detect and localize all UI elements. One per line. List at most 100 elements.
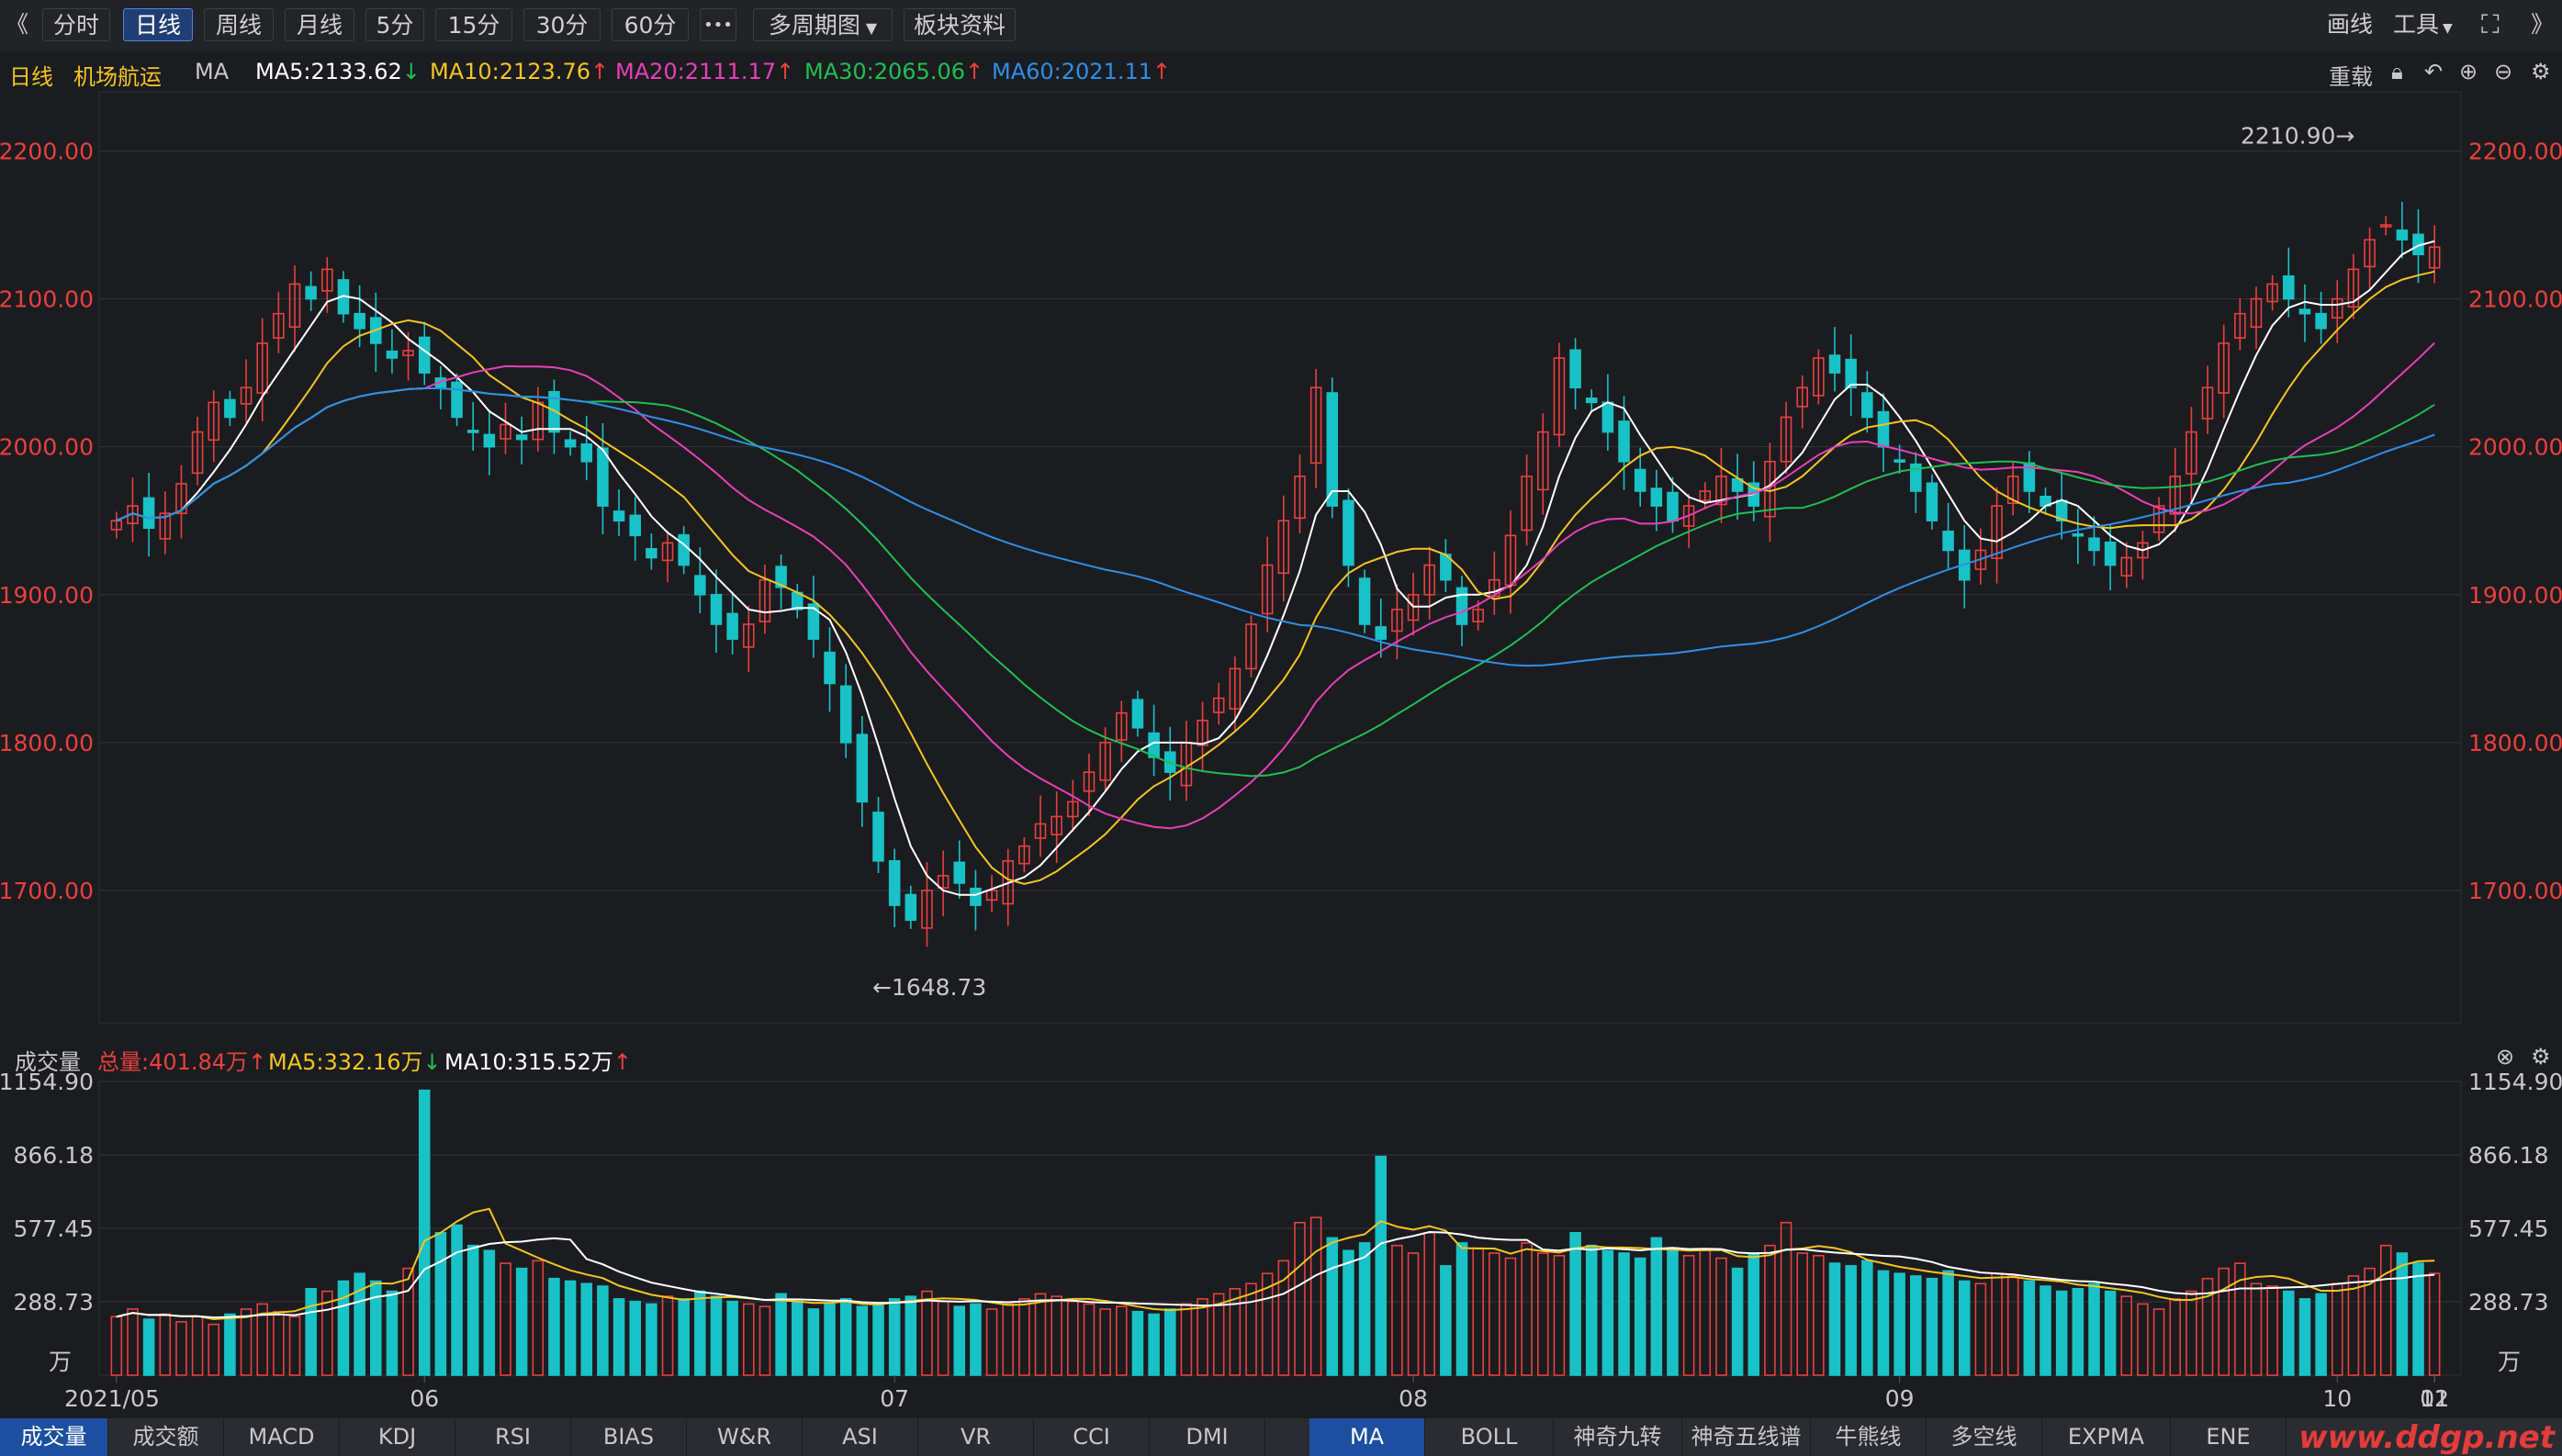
- indicator-tab-7[interactable]: ASI: [803, 1418, 918, 1456]
- volume-bar-up: [937, 1300, 950, 1376]
- overlay-tab-3[interactable]: 神奇五线谱: [1682, 1418, 1811, 1456]
- tab-daily[interactable]: 日线: [123, 8, 193, 41]
- candle-down: [2283, 274, 2295, 300]
- ma30-text: MA30:2065.06: [804, 59, 965, 84]
- reload-button[interactable]: 重载: [2329, 64, 2373, 90]
- tab-monthly[interactable]: 月线: [285, 8, 354, 41]
- fullscreen-icon[interactable]: ⛶: [2481, 9, 2500, 39]
- tab-weekly[interactable]: 周线: [204, 8, 274, 41]
- volume-bar-up: [500, 1262, 511, 1376]
- volume-bar-up: [1423, 1232, 1435, 1376]
- ma20-line: [116, 342, 2435, 830]
- collapse-right-icon[interactable]: 》: [2531, 11, 2555, 38]
- candle-down: [1634, 468, 1646, 492]
- tab-60min[interactable]: 60分: [612, 8, 689, 41]
- volume-bar-down: [1731, 1267, 1744, 1376]
- volume-bar-down: [2298, 1298, 2311, 1376]
- zoom-in-icon[interactable]: ⊕: [2459, 59, 2478, 84]
- tab-5min[interactable]: 5分: [365, 8, 424, 41]
- volume-bar-down: [354, 1272, 365, 1376]
- zoom-out-icon[interactable]: ⊖: [2494, 59, 2513, 84]
- volume-bar-up: [1261, 1272, 1274, 1376]
- candle-down: [1926, 482, 1938, 522]
- candle-down: [224, 398, 236, 419]
- volume-tick-label-right: 288.73: [2468, 1289, 2548, 1316]
- overlay-tab-1[interactable]: BOLL: [1425, 1418, 1554, 1456]
- undo-icon[interactable]: ↶: [2424, 59, 2444, 84]
- settings-icon[interactable]: ⚙: [2531, 1044, 2551, 1070]
- price-tick-label-left: 2000.00: [0, 434, 94, 461]
- indicator-tab-10[interactable]: DMI: [1150, 1418, 1265, 1456]
- more-icon[interactable]: •••: [700, 8, 736, 41]
- candle-down: [629, 514, 641, 537]
- volume-bar-down: [1375, 1155, 1388, 1376]
- volume-bar-up: [1521, 1242, 1533, 1376]
- candle-down: [694, 575, 706, 596]
- volume-bar-down: [1131, 1310, 1144, 1376]
- price-tick-label-right: 1700.00: [2468, 878, 2562, 904]
- volume-bar-up: [1391, 1244, 1403, 1376]
- candle-up: [1002, 859, 1015, 905]
- candle-up: [1974, 549, 1987, 570]
- overlay-tab-5[interactable]: 多空线: [1927, 1418, 2042, 1456]
- tab-15min[interactable]: 15分: [435, 8, 512, 41]
- indicator-tab-6[interactable]: W&R: [687, 1418, 803, 1456]
- volume-bar-up: [1309, 1216, 1322, 1376]
- candle-down: [1455, 587, 1468, 625]
- indicator-tab-8[interactable]: VR: [918, 1418, 1034, 1456]
- indicator-tab-0[interactable]: 成交量: [0, 1418, 108, 1456]
- arrow-up-icon: ↑: [776, 59, 795, 84]
- volume-ma5: MA5:332.16万↓: [268, 1044, 442, 1076]
- indicator-tab-3[interactable]: KDJ: [340, 1418, 455, 1456]
- overlay-tab-4[interactable]: 牛熊线: [1811, 1418, 1927, 1456]
- multi-period-dropdown[interactable]: 多周期图 ▼: [753, 8, 893, 41]
- collapse-left-icon[interactable]: 《: [6, 11, 29, 38]
- tab-30min[interactable]: 30分: [523, 8, 601, 41]
- date-label: 01: [2420, 1385, 2449, 1412]
- arrow-down-icon: ↓: [422, 1049, 442, 1075]
- candle-down: [1845, 358, 1857, 389]
- volume-bar-down: [1618, 1252, 1630, 1376]
- indicator-tab-4[interactable]: RSI: [455, 1418, 571, 1456]
- candle-up: [273, 312, 285, 339]
- volume-bar-up: [1682, 1254, 1695, 1376]
- tools-button[interactable]: 工具 ▼: [2393, 8, 2453, 41]
- volume-bar-up: [2364, 1267, 2376, 1376]
- indicator-tab-5[interactable]: BIAS: [571, 1418, 687, 1456]
- candle-down: [1601, 401, 1614, 433]
- indicator-tab-2[interactable]: MACD: [224, 1418, 340, 1456]
- tab-fenshi[interactable]: 分时: [42, 8, 110, 41]
- candle-up: [921, 890, 933, 929]
- volume-bar-down: [1747, 1252, 1760, 1376]
- candle-up: [2152, 505, 2165, 533]
- volume-bar-down: [1148, 1313, 1160, 1376]
- overlay-tab-0[interactable]: MA: [1309, 1418, 1425, 1456]
- settings-icon[interactable]: ⚙: [2531, 59, 2551, 84]
- arrow-up-icon: ↑: [248, 1049, 267, 1075]
- draw-line-button[interactable]: 画线: [2327, 11, 2374, 38]
- close-icon[interactable]: ⊗: [2496, 1044, 2515, 1070]
- volume-bar-up: [240, 1308, 253, 1376]
- volume-tick-label-left: 866.18: [14, 1142, 94, 1169]
- volume-bar-down: [1893, 1272, 1905, 1376]
- indicator-tab-9[interactable]: CCI: [1034, 1418, 1150, 1456]
- overlay-tab-7[interactable]: ENE: [2171, 1418, 2287, 1456]
- arrow-up-icon: ↑: [1152, 59, 1172, 84]
- overlay-tab-6[interactable]: EXPMA: [2042, 1418, 2171, 1456]
- indicator-tab-1[interactable]: 成交额: [108, 1418, 224, 1456]
- lock-icon[interactable]: 🔒︎: [2391, 59, 2403, 84]
- sector-info-button[interactable]: 板块资料: [904, 8, 1016, 41]
- volume-bar-down: [1634, 1257, 1646, 1376]
- candle-down: [1731, 477, 1744, 492]
- overlay-tab-2[interactable]: 神奇九转: [1554, 1418, 1682, 1456]
- volume-bar-up: [2137, 1303, 2149, 1376]
- candle-up: [2218, 342, 2230, 394]
- volume-bar-down: [1650, 1237, 1663, 1376]
- candle-up: [1472, 609, 1484, 622]
- candle-up: [240, 386, 253, 405]
- period-toolbar: 《 分时 日线 周线 月线 5分 15分 30分 60分 ••• 多周期图 ▼ 板…: [0, 0, 2562, 52]
- candle-up: [1715, 476, 1727, 506]
- volume-bar-down: [142, 1318, 155, 1376]
- arrow-up-icon: ↑: [590, 59, 610, 84]
